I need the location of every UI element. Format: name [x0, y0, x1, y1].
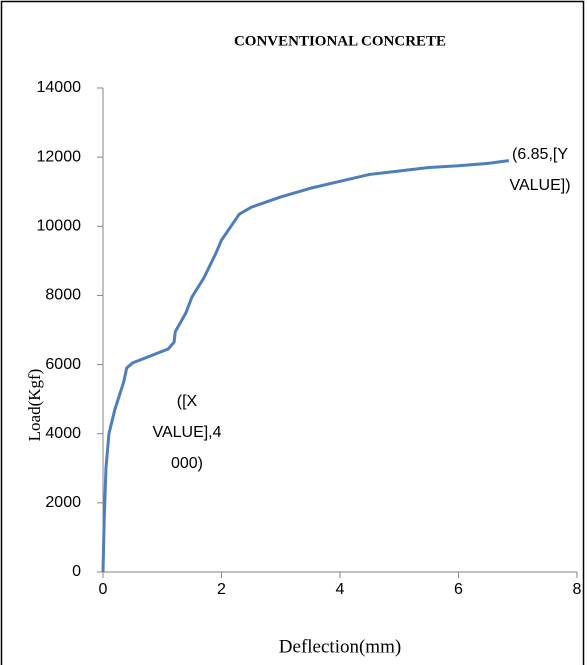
x-tick-label: 8 [573, 581, 582, 598]
x-tick-label: 0 [99, 581, 108, 598]
y-axis-label: Load(Kgf) [25, 369, 44, 442]
chart-title: CONVENTIONAL CONCRETE [234, 33, 446, 49]
y-tick-label: 14000 [37, 79, 82, 96]
x-tick-label: 2 [217, 581, 226, 598]
y-tick-label: 6000 [45, 356, 81, 373]
y-tick-label: 4000 [45, 425, 81, 442]
annotation: VALUE]) [509, 177, 570, 194]
annotation: 000) [171, 455, 203, 472]
y-tick-label: 0 [72, 563, 81, 580]
x-tick-label: 4 [336, 581, 345, 598]
y-tick-label: 8000 [45, 287, 81, 304]
data-line [101, 159, 510, 573]
annotation: VALUE],4 [152, 424, 221, 441]
x-tick-label: 6 [454, 581, 463, 598]
x-axis-label: Deflection(mm) [279, 636, 401, 657]
y-tick-label: 10000 [37, 218, 82, 235]
y-tick-label: 2000 [45, 494, 81, 511]
y-tick-label: 12000 [37, 148, 82, 165]
annotation: ([X [177, 393, 198, 410]
annotation: (6.85,[Y [512, 146, 568, 163]
